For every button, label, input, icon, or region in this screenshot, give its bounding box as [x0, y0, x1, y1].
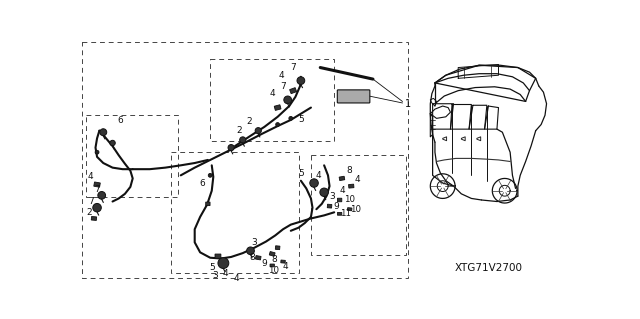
- Text: 7: 7: [94, 185, 100, 194]
- Text: 2: 2: [246, 117, 252, 126]
- Text: 4: 4: [88, 172, 93, 182]
- Bar: [86, 115, 178, 197]
- Text: 3: 3: [252, 238, 257, 247]
- FancyBboxPatch shape: [269, 252, 275, 256]
- Circle shape: [95, 150, 99, 154]
- Circle shape: [297, 77, 305, 85]
- Text: 11: 11: [340, 209, 351, 218]
- FancyBboxPatch shape: [215, 254, 221, 258]
- Text: 2: 2: [236, 126, 242, 135]
- Text: 10: 10: [268, 266, 279, 275]
- Text: 2: 2: [86, 208, 92, 217]
- Text: 5: 5: [209, 263, 214, 272]
- Text: 4: 4: [223, 269, 228, 278]
- Text: 5: 5: [298, 168, 304, 178]
- Bar: [172, 152, 300, 273]
- Circle shape: [276, 122, 280, 126]
- FancyBboxPatch shape: [337, 212, 342, 215]
- Text: 4: 4: [283, 262, 288, 271]
- Text: XTG71V2700: XTG71V2700: [454, 263, 522, 273]
- Text: 3: 3: [212, 271, 218, 280]
- Text: 7: 7: [291, 63, 296, 72]
- Text: 8: 8: [347, 166, 353, 175]
- Circle shape: [239, 137, 246, 143]
- Text: 10: 10: [349, 205, 360, 214]
- FancyBboxPatch shape: [339, 176, 345, 181]
- Text: 4: 4: [269, 89, 275, 98]
- Circle shape: [246, 247, 254, 255]
- Circle shape: [208, 174, 212, 177]
- Circle shape: [320, 188, 328, 197]
- Text: 4: 4: [278, 71, 284, 80]
- Text: 8: 8: [249, 253, 255, 262]
- Text: 4: 4: [355, 175, 360, 184]
- Bar: [83, 42, 408, 278]
- FancyBboxPatch shape: [290, 88, 296, 93]
- FancyBboxPatch shape: [275, 105, 281, 110]
- Text: 8: 8: [271, 255, 276, 264]
- Text: 9: 9: [333, 202, 339, 211]
- Bar: [210, 59, 334, 141]
- FancyBboxPatch shape: [327, 204, 332, 208]
- Text: 4: 4: [234, 274, 239, 283]
- Circle shape: [100, 129, 107, 136]
- Circle shape: [255, 128, 261, 134]
- Text: 10: 10: [344, 196, 355, 204]
- FancyBboxPatch shape: [94, 182, 100, 187]
- Circle shape: [228, 145, 234, 151]
- FancyBboxPatch shape: [275, 246, 280, 250]
- Text: 6: 6: [117, 116, 123, 125]
- Circle shape: [218, 258, 229, 269]
- Text: 9: 9: [262, 259, 268, 268]
- FancyBboxPatch shape: [337, 90, 370, 103]
- Text: 3: 3: [329, 192, 335, 201]
- Circle shape: [93, 204, 101, 212]
- Text: 6: 6: [200, 179, 205, 188]
- Circle shape: [110, 140, 115, 146]
- FancyBboxPatch shape: [255, 256, 261, 260]
- FancyBboxPatch shape: [281, 260, 285, 263]
- Circle shape: [284, 96, 292, 104]
- FancyBboxPatch shape: [205, 202, 210, 206]
- Bar: [311, 155, 406, 256]
- Text: 4: 4: [316, 171, 321, 180]
- Circle shape: [310, 179, 318, 187]
- FancyBboxPatch shape: [349, 184, 354, 188]
- Text: 5: 5: [298, 115, 304, 124]
- Circle shape: [98, 191, 106, 199]
- Text: 7: 7: [280, 82, 286, 91]
- Circle shape: [289, 116, 292, 120]
- Text: 4: 4: [339, 186, 345, 195]
- FancyBboxPatch shape: [337, 198, 342, 202]
- Text: 7: 7: [88, 197, 93, 206]
- FancyBboxPatch shape: [92, 217, 97, 220]
- FancyBboxPatch shape: [270, 264, 275, 267]
- Text: 1: 1: [404, 99, 411, 109]
- FancyBboxPatch shape: [348, 208, 352, 211]
